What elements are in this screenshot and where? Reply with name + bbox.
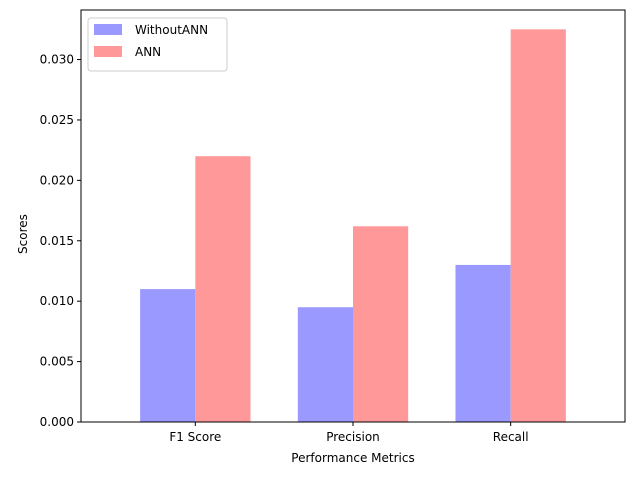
x-axis-label: Performance Metrics: [291, 451, 414, 465]
y-tick-label: 0.005: [40, 355, 74, 369]
bar-ann-2: [510, 29, 566, 423]
axes-group: 0.000 0.005 0.010 0.015 0.020 0.025 0.030 F1 Sc…: [40, 9, 626, 444]
bars-group: [140, 29, 566, 423]
bar-ann-1: [353, 226, 409, 422]
y-tick-label: 0.020: [40, 173, 74, 187]
y-tick-label: 0.015: [40, 234, 74, 248]
y-axis-label: Scores: [16, 214, 30, 254]
x-tick-label: Precision: [326, 430, 380, 444]
y-tick-label: 0.025: [40, 113, 74, 127]
x-tick-label: F1 Score: [169, 430, 221, 444]
bar-withoutann-1: [297, 307, 353, 422]
legend-box: [87, 17, 228, 72]
legend-swatch-withoutann: [94, 24, 122, 35]
legend-swatch-ann: [94, 46, 122, 57]
y-tick-label: 0.010: [40, 294, 74, 308]
bar-ann-0: [195, 156, 251, 422]
bar-withoutann-2: [455, 264, 511, 422]
y-tick-label: 0.030: [40, 53, 74, 67]
bar-withoutann-0: [140, 289, 196, 422]
legend: WithoutANN ANN: [87, 17, 228, 72]
y-tick-label: 0.000: [40, 415, 74, 429]
legend-label-ann: ANN: [135, 45, 161, 59]
x-tick-label: Recall: [493, 430, 529, 444]
legend-label-withoutann: WithoutANN: [135, 23, 208, 37]
